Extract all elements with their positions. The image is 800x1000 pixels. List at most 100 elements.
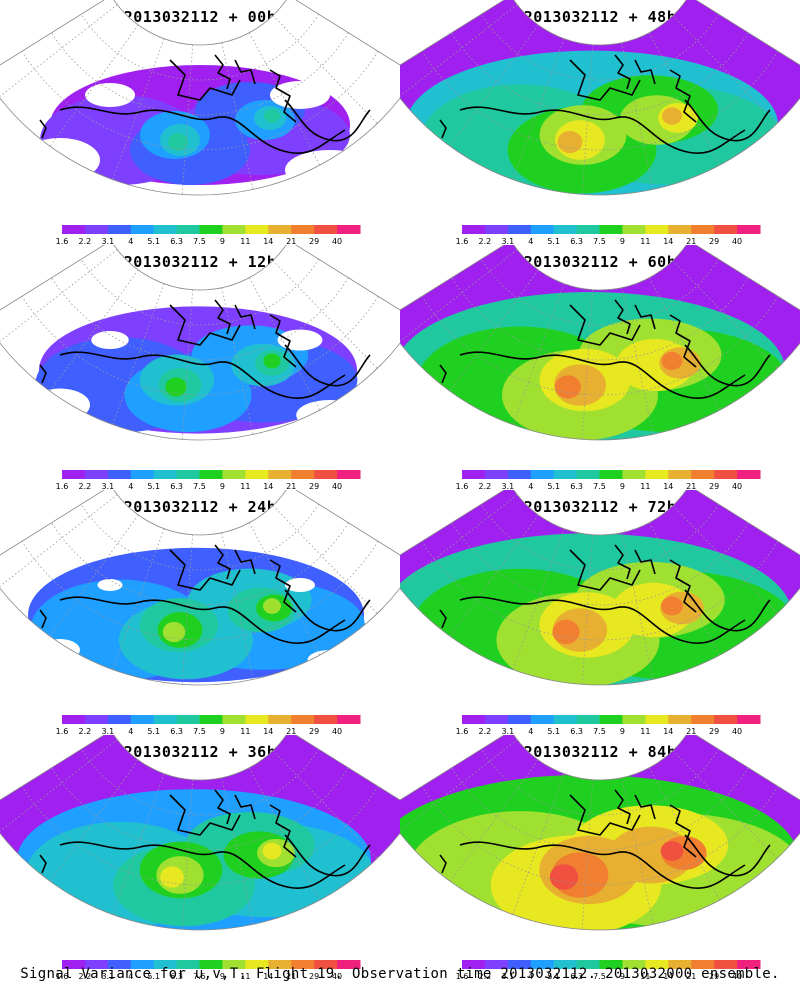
panel-title: 2013032112 + 12h: [123, 253, 277, 271]
colorbar-swatch: [153, 470, 178, 479]
colorbar-swatch: [245, 225, 269, 234]
colorbar-tick-label: 3.1: [501, 482, 514, 490]
panel-title: 2013032112 + 60h: [523, 253, 677, 271]
map-frame: [400, 735, 800, 931]
colorbar-swatch: [462, 470, 486, 479]
colorbar-swatch: [153, 225, 178, 234]
colorbar-swatch: [107, 225, 132, 234]
contour-region: [552, 619, 580, 645]
colorbar-swatch: [130, 960, 155, 969]
colorbar-tick-label: 4: [128, 482, 133, 490]
colorbar-swatch: [645, 470, 669, 479]
colorbar-tick-label: 3.1: [101, 727, 114, 735]
colorbar-swatch: [199, 470, 223, 479]
colorbar-swatch: [530, 225, 555, 234]
colorbar-tick-label: 4: [528, 727, 533, 735]
colorbar-swatch: [507, 715, 532, 724]
colorbar-swatch: [507, 960, 532, 969]
variance-map: 1.6 2.2 3.1 4 5.1 6.3 7.5 9 11 14 21 29 40: [0, 245, 400, 490]
map-frame: [400, 0, 800, 196]
colorbar-swatch: [176, 225, 201, 234]
colorbar-swatch: [245, 960, 269, 969]
colorbar-tick-label: 2.2: [479, 482, 492, 490]
colorbar-tick-label: 4: [128, 727, 133, 735]
colorbar-swatch: [268, 960, 292, 969]
colorbar-swatch: [130, 715, 155, 724]
colorbar-swatch: [553, 960, 578, 969]
colorbar-tick-label: 21: [686, 727, 696, 735]
colorbar-tick-label: 3.1: [501, 237, 514, 245]
colorbar-swatch: [691, 225, 715, 234]
colorbar-tick-label: 6.3: [170, 727, 183, 735]
variance-map: 1.6 2.2 3.1 4 5.1 6.3 7.5 9 11 14 21 29 40: [400, 735, 800, 980]
panel-title: 2013032112 + 48h: [523, 8, 677, 26]
colorbar-tick-label: 4: [528, 237, 533, 245]
colorbar-swatch: [130, 470, 155, 479]
colorbar-swatch: [199, 225, 223, 234]
colorbar-swatch: [484, 715, 509, 724]
colorbar-tick-label: 5.1: [147, 972, 160, 980]
colorbar-swatch: [553, 470, 578, 479]
colorbar-tick-label: 2.2: [479, 972, 492, 980]
graticule: [400, 494, 779, 685]
coastline: [429, 54, 771, 155]
colorbar-tick-label: 5.1: [147, 727, 160, 735]
colorbar-tick-label: 1.6: [456, 482, 469, 490]
colorbar-tick-label: 1.6: [456, 237, 469, 245]
colorbar-tick-label: 29: [309, 972, 319, 980]
colorbar-tick-label: 5.1: [547, 237, 560, 245]
colorbar-swatch: [645, 225, 669, 234]
colorbar-tick-label: 3.1: [101, 237, 114, 245]
colorbar-swatch: [553, 715, 578, 724]
colorbar-swatch: [668, 225, 692, 234]
colorbar-tick-label: 40: [332, 972, 342, 980]
colorbar: 1.6 2.2 3.1 4 5.1 6.3 7.5 9 11 14 21 29 40: [56, 715, 361, 735]
colorbar-swatch: [62, 225, 86, 234]
colorbar-tick-label: 7.5: [193, 972, 206, 980]
contour-region: [660, 841, 684, 861]
variance-map: 1.6 2.2 3.1 4 5.1 6.3 7.5 9 11 14 21 29 40: [0, 490, 400, 735]
map-panel: 2013032112 + 36h 1.6 2.2 3.1 4 5.1 6.3 7.5 9 11 14…: [0, 735, 400, 980]
variance-map: 1.6 2.2 3.1 4 5.1 6.3 7.5 9 11 14 21 29 40: [0, 0, 400, 245]
blank-area: [307, 650, 353, 670]
colorbar-tick-label: 9: [220, 972, 225, 980]
colorbar-swatch: [576, 960, 601, 969]
colorbar-swatch: [462, 715, 486, 724]
colorbar-swatch: [599, 225, 623, 234]
colorbar-swatch: [714, 715, 738, 724]
colorbar-swatch: [714, 960, 738, 969]
colorbar-swatch: [314, 225, 338, 234]
colorbar-swatch: [691, 715, 715, 724]
colorbar-tick-label: 11: [640, 237, 650, 245]
colorbar-tick-label: 9: [620, 237, 625, 245]
coastline: [29, 789, 371, 890]
colorbar-tick-label: 1.6: [456, 972, 469, 980]
blank-area: [40, 639, 80, 661]
colorbar-swatch: [507, 225, 532, 234]
variance-field: [400, 0, 800, 196]
colorbar-tick-label: 5.1: [547, 482, 560, 490]
colorbar-swatch: [668, 470, 692, 479]
colorbar-tick-label: 14: [663, 237, 673, 245]
colorbar-tick-label: 11: [240, 482, 250, 490]
colorbar-tick-label: 11: [240, 727, 250, 735]
colorbar-tick-label: 7.5: [193, 482, 206, 490]
colorbar-swatch: [291, 225, 315, 234]
colorbar-swatch: [622, 225, 646, 234]
blank-area: [91, 331, 129, 349]
contour-region: [264, 109, 280, 123]
colorbar-swatch: [484, 470, 509, 479]
colorbar-tick-label: 2.2: [479, 727, 492, 735]
colorbar-swatch: [507, 470, 532, 479]
colorbar-tick-label: 6.3: [570, 482, 583, 490]
colorbar-swatch: [107, 715, 132, 724]
variance-field: [400, 735, 800, 931]
colorbar-tick-label: 11: [640, 972, 650, 980]
map-frame: [400, 245, 800, 441]
colorbar-tick-label: 2.2: [79, 972, 92, 980]
contour-region: [165, 377, 187, 397]
colorbar-tick-label: 40: [732, 727, 742, 735]
graticule: [400, 4, 779, 195]
colorbar-swatch: [62, 470, 86, 479]
colorbar-swatch: [222, 960, 246, 969]
